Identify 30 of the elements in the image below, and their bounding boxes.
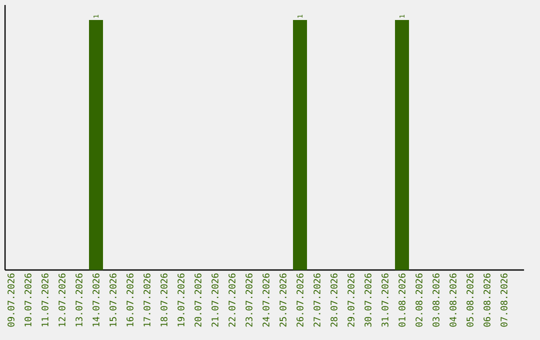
x-tick-label: 10.07.2026 — [24, 274, 32, 326]
x-tick-label: 02.08.2026 — [416, 274, 422, 327]
x-tick-label: 06.08.2026 — [484, 274, 490, 327]
x-tick-label: 12.07.2026 — [58, 274, 66, 326]
x-tick-label: 28.07.2026 — [330, 274, 338, 327]
x-tick-label: 16.07.2026 — [126, 274, 134, 326]
x-tick-label: 11.07.2026 — [42, 274, 48, 326]
x-tick-label: 01.08.2026 — [398, 274, 406, 327]
x-tick-label: 22.07.2026 — [228, 274, 236, 327]
x-tick-label: 17.07.2026 — [144, 274, 150, 326]
x-tick-label: 07.08.2026 — [500, 274, 508, 327]
x-tick-label: 27.07.2026 — [314, 274, 320, 327]
x-tick-label: 31.07.2026 — [382, 274, 388, 327]
x-tick-label: 24.07.2026 — [262, 274, 270, 327]
x-tick-label: 25.07.2026 — [280, 274, 286, 327]
x-tick-label: 14.07.2026 — [92, 274, 100, 326]
x-tick-label: 30.07.2026 — [364, 274, 372, 327]
x-tick-label: 05.08.2026 — [466, 274, 474, 327]
x-tick-label: 03.08.2026 — [432, 274, 440, 327]
x-tick-label: 26.07.2026 — [296, 274, 304, 327]
x-tick-label: 13.07.2026 — [76, 274, 82, 326]
x-tick-label: 19.07.2026 — [178, 274, 184, 326]
x-tick-label: 23.07.2026 — [246, 274, 252, 327]
x-tick-label: 04.08.2026 — [450, 274, 456, 327]
x-tick-label: 09.07.2026 — [8, 274, 14, 327]
x-tick-label: 21.07.2026 — [212, 274, 218, 327]
x-tick-label: 18.07.2026 — [160, 274, 168, 326]
x-tick-label: 20.07.2026 — [194, 274, 202, 327]
x-tick-label: 29.07.2026 — [348, 274, 354, 327]
x-tick-label: 15.07.2026 — [110, 274, 116, 326]
